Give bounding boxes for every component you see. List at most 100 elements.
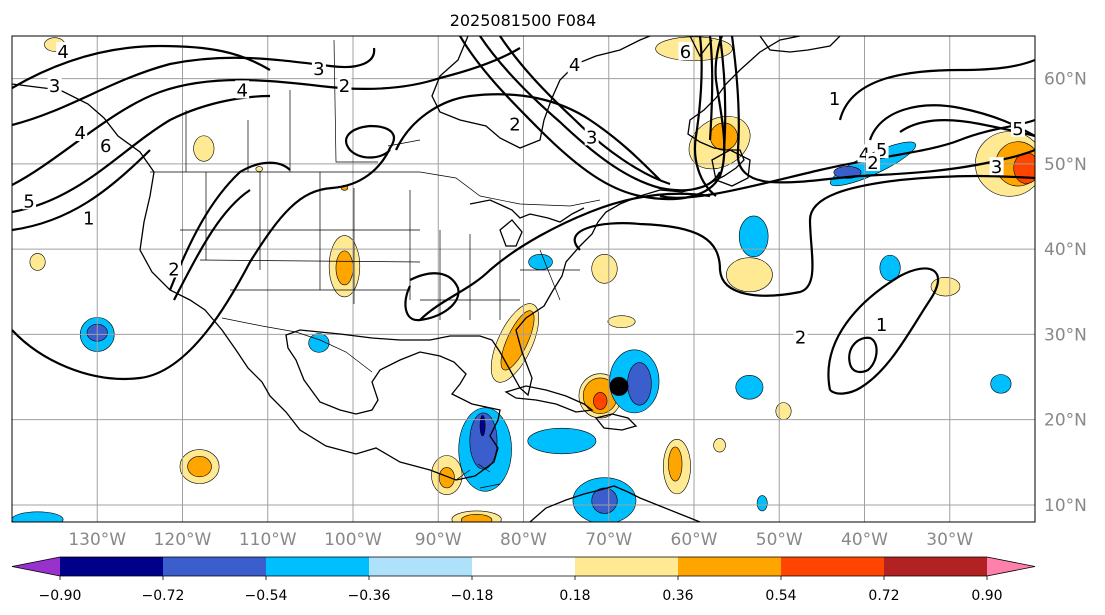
contour-label-bg: [22, 191, 37, 210]
political-borders: [150, 39, 601, 489]
anomaly-blob-24: [593, 392, 608, 410]
contour-label: 2: [867, 153, 878, 174]
colorbar: −0.90 −0.72 −0.54 −0.36 −0.18 0.18 0.36 0.54 0.7…: [11, 556, 1036, 604]
colorbar-tick-label: 0.36: [662, 588, 693, 604]
contour-label-bg: [874, 314, 889, 333]
contour-label-bg: [567, 54, 582, 73]
contour-label: 4: [859, 144, 870, 165]
anomaly-blob-37: [591, 253, 618, 284]
contour-label: 5: [876, 140, 887, 161]
anomaly-blob-11: [193, 135, 215, 162]
contour-label-bg: [73, 123, 88, 142]
colorbar-extend-min: [12, 557, 60, 576]
lon-tick-label: 90°W: [415, 530, 462, 550]
contour-label: 6: [100, 136, 111, 157]
contour-label: 4: [74, 123, 85, 144]
anomaly-blob-44: [879, 254, 901, 282]
anomaly-blob-45: [990, 374, 1012, 394]
contour-label: 4: [569, 55, 580, 76]
great-lakes: [469, 199, 585, 247]
anomaly-contours: [12, 36, 1035, 395]
colorbar-segment: [472, 557, 576, 576]
contour-label: 2: [339, 76, 350, 97]
colorbar-segment: [678, 557, 782, 576]
lon-tick-label: 120°W: [154, 530, 212, 550]
contour-label-bg: [584, 127, 599, 146]
contour-label: 3: [313, 59, 324, 80]
lon-tick-label: 60°W: [671, 530, 718, 550]
contour-label-bg: [1010, 118, 1025, 137]
lon-tick-label: 130°W: [68, 530, 126, 550]
lat-tick-label: 20°N: [1044, 411, 1087, 431]
contour-label: 1: [876, 315, 887, 336]
colorbar-segment: [266, 557, 370, 576]
anomaly-blob-34: [668, 446, 683, 482]
contour-label: 1: [83, 208, 94, 229]
contour-label-bg: [793, 327, 808, 346]
contour-label: 2: [795, 328, 806, 349]
colorbar-tick-label: −0.90: [39, 588, 82, 604]
colorbar-tick-label: −0.36: [348, 588, 391, 604]
colorbar-extend-max: [987, 557, 1035, 576]
contour-label: 3: [586, 127, 597, 148]
contour-label-bg: [166, 259, 181, 278]
contour-label: 6: [680, 42, 691, 63]
anomaly-blob-35: [713, 438, 726, 453]
contour-label-bg: [507, 114, 522, 133]
anomaly-blob-42: [930, 276, 961, 297]
contour-label-bg: [235, 80, 250, 99]
contour-label-bg: [678, 42, 693, 61]
lat-tick-label: 50°N: [1044, 155, 1087, 175]
anomaly-blob-48: [528, 253, 553, 270]
hudson-bay-coastline: [431, 36, 651, 149]
lat-tick-label: 60°N: [1044, 70, 1087, 90]
anomaly-blob-19: [438, 467, 455, 489]
contour-label: 2: [168, 259, 179, 280]
anomaly-blob-26: [627, 362, 652, 406]
contour-label-bg: [989, 157, 1004, 176]
anomaly-blob-39: [607, 315, 636, 328]
anomaly-blob-12: [29, 253, 46, 271]
anomaly-blob-10: [335, 250, 354, 286]
anomaly-blob-47: [12, 511, 64, 522]
anomaly-blob-7: [738, 215, 769, 258]
contour-label-bg: [827, 88, 842, 107]
lon-tick-label: 50°W: [756, 530, 803, 550]
central-america-borders: [455, 463, 501, 489]
colorbar-segment: [60, 557, 164, 576]
contour-label-bg: [81, 208, 96, 227]
lon-tick-label: 80°W: [500, 530, 547, 550]
contour-label-bg: [47, 76, 62, 95]
anomaly-blob-41: [460, 514, 493, 522]
canada-province-lines: [185, 39, 421, 172]
hispaniola-coastline: [594, 413, 638, 431]
lat-tick-label: 30°N: [1044, 325, 1087, 345]
colorbar-tick-label: 0.54: [765, 588, 796, 604]
lon-tick-label: 30°W: [926, 530, 973, 550]
colorbar-segment: [163, 557, 267, 576]
contour-label-bg: [98, 135, 113, 154]
contour-label: 1: [829, 89, 840, 110]
lon-tick-label: 40°W: [841, 530, 888, 550]
colorbar-tick-label: 0.72: [868, 588, 899, 604]
lat-tick-label: 10°N: [1044, 496, 1087, 516]
map-frame: [11, 35, 1036, 523]
lat-tick-label: 40°N: [1044, 240, 1087, 260]
contour-label: 4: [236, 80, 247, 101]
south-america-coastline: [529, 485, 701, 522]
storm-center-marker: [609, 376, 629, 396]
colorbar-segment: [575, 557, 679, 576]
anomaly-blob-21: [500, 310, 535, 371]
colorbar-tick-label: −0.18: [451, 588, 494, 604]
lon-tick-label: 70°W: [585, 530, 632, 550]
colorbar-segment: [369, 557, 473, 576]
anomaly-blob-49: [255, 166, 263, 172]
anomaly-blob-30: [527, 427, 597, 455]
anomaly-blob-17: [187, 456, 212, 478]
colorbar-tick-label: 0.90: [971, 588, 1002, 604]
figure-title: 2025081500 F084: [450, 11, 597, 30]
anomaly-blob-36: [775, 402, 792, 420]
contour-label: 2: [509, 115, 520, 136]
